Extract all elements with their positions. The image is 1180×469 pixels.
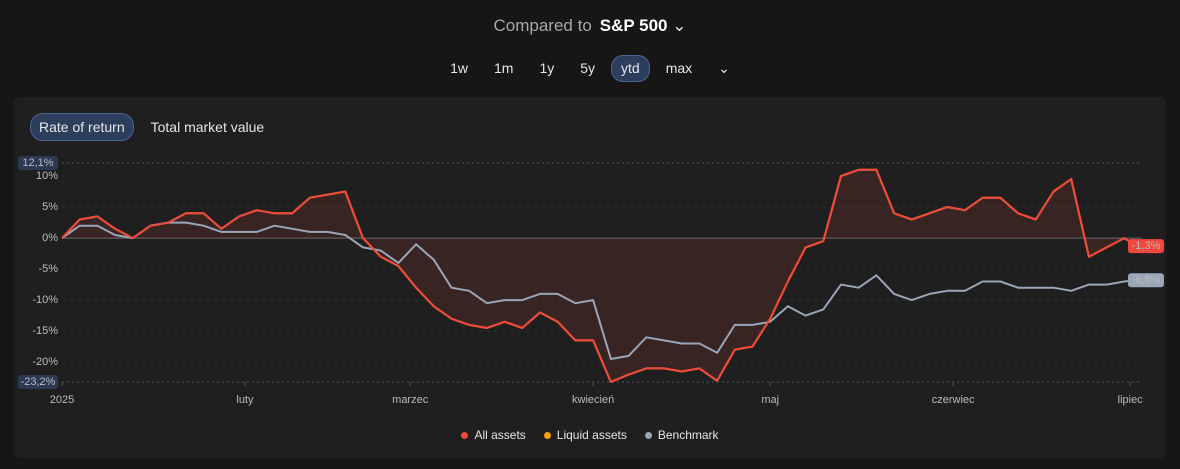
y-tick-label: -23,2% [21,376,56,388]
x-tick-label: lipiec [1118,394,1144,406]
x-tick-label: kwiecień [572,394,614,406]
legend-item[interactable]: All assets [461,428,526,442]
area [62,169,1137,382]
x-tick-label: czerwiec [932,394,975,406]
x-tick-label: luty [236,394,254,406]
y-tick-label: -20% [32,356,58,368]
y-tick-label: -15% [32,325,58,337]
period-button[interactable]: max [665,60,693,76]
y-tick-label: 5% [42,201,58,213]
period-button[interactable]: 1y [539,60,555,76]
legend-swatch [543,432,551,439]
legend-item[interactable]: Liquid assets [543,428,627,442]
period-button[interactable]: 1m [493,60,514,76]
chevron[interactable]: ⌄ [718,60,730,76]
legend: All assets Liquid assets Benchmark [14,428,1166,442]
x-tick-label: marzec [392,394,429,406]
end-label: -6,8% [1132,274,1161,286]
y-tick-label: -10% [32,294,58,306]
x-tick-label: maj [761,394,779,406]
y-tick-label: 12,1% [22,157,53,169]
end-badge [1128,273,1164,288]
y-tick-label: -5% [38,263,58,275]
chart: 12,1%10% 5% 0% -5% -10% -15% -20% -23,2% 2025 lut… [18,156,1164,406]
x-tick-label: 2025 [50,394,74,406]
period-button[interactable]: 1w [450,60,468,76]
series-line [61,168,1137,383]
end-badge [1128,239,1164,254]
chevron[interactable]: ⌄ [672,16,687,35]
tab[interactable]: Total market value [150,119,265,135]
legend-label: All assets [474,428,526,442]
legend-swatch [461,432,469,439]
period-button[interactable]: ytd [611,55,650,82]
chart-panel: Rate of return Total market value 12,1% 10… [14,97,1166,458]
legend-label: Liquid assets [556,428,627,442]
tabs: Rate of return Total market value [30,113,273,141]
period-selector: 1w 1m 1y 5y ytd max ⌄ [0,55,1180,82]
extreme-badge [18,375,58,389]
compare-prefix: Compared to [493,16,592,35]
legend-item[interactable]: Benchmark [644,428,719,442]
series-line [61,221,1137,360]
legend-label: Benchmark [657,428,719,442]
y-tick-label: 10% [36,170,58,182]
end-label: -1,3% [1132,240,1161,252]
compare-header: Compared to S&P 500 ⌄ [0,16,1180,36]
compare-target[interactable]: S&P 500 [599,16,668,35]
period-button[interactable]: 5y [580,60,596,76]
extreme-badge [18,156,58,170]
tab[interactable]: Rate of return [30,113,134,141]
y-tick-label: 0% [42,232,58,244]
legend-swatch [644,432,652,439]
